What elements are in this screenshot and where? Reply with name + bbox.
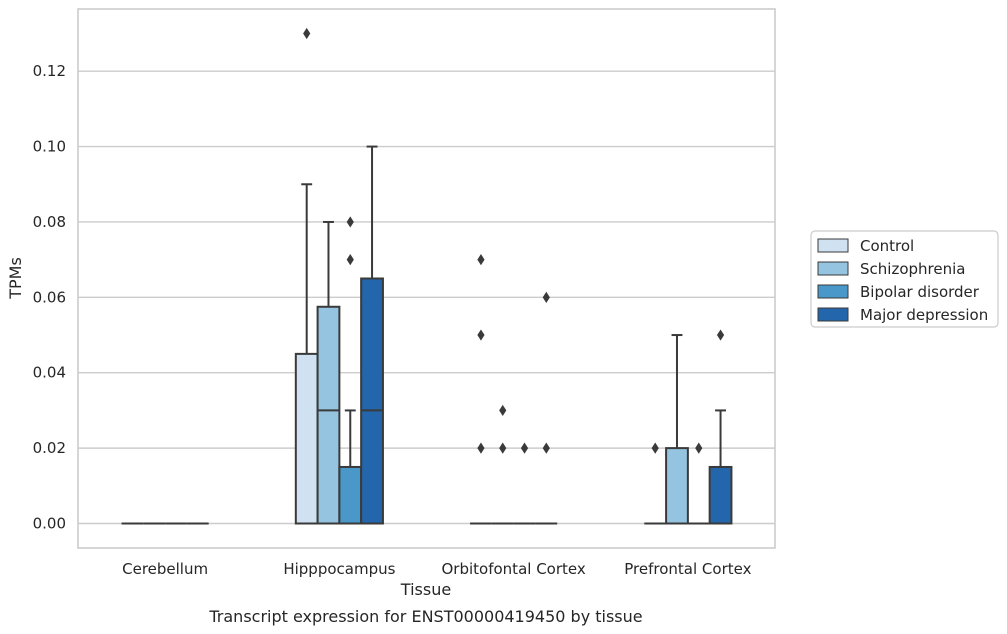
y-tick-labels: 0.00 0.02 0.04 0.06 0.08 0.10 0.12 bbox=[33, 62, 66, 532]
y-tick-label: 0.08 bbox=[33, 213, 66, 231]
box-schizophrenia bbox=[665, 334, 689, 525]
y-tick-label: 0.10 bbox=[33, 138, 66, 156]
y-axis-label: TPMs bbox=[6, 257, 25, 300]
box-control bbox=[294, 27, 319, 525]
outlier-point bbox=[520, 442, 529, 454]
outlier-point bbox=[499, 404, 507, 417]
grid-lines bbox=[78, 70, 775, 525]
legend-label: Bipolar disorder bbox=[860, 283, 980, 301]
outlier-point bbox=[346, 254, 354, 266]
outlier-point bbox=[542, 442, 550, 454]
outlier-point bbox=[542, 291, 550, 303]
y-tick-label: 0.06 bbox=[33, 288, 66, 306]
x-tick-labels: Cerebellum Hipppocampus Orbitofontal Corte… bbox=[122, 560, 751, 578]
box-bipolar bbox=[338, 216, 363, 525]
legend-swatch bbox=[817, 238, 849, 253]
outlier-point bbox=[695, 442, 703, 454]
legend-label: Control bbox=[860, 237, 914, 255]
box bbox=[294, 352, 319, 525]
legend-frame bbox=[810, 230, 999, 328]
box-bipolar bbox=[513, 442, 536, 525]
box bbox=[665, 447, 689, 525]
box bbox=[316, 305, 341, 525]
outlier-point bbox=[716, 329, 725, 341]
x-tick-label: Orbitofontal Cortex bbox=[442, 560, 586, 578]
y-tick-label: 0.04 bbox=[33, 364, 66, 382]
legend: Control Schizophrenia Bipolar disorder Majo… bbox=[810, 230, 999, 328]
box-bipolar bbox=[687, 442, 710, 525]
box-depression bbox=[708, 329, 733, 525]
box bbox=[338, 465, 363, 525]
outlier-point bbox=[651, 442, 659, 454]
box-schizophrenia bbox=[491, 404, 514, 525]
y-tick-label: 0.02 bbox=[33, 439, 66, 457]
box-schizophrenia bbox=[316, 220, 341, 525]
outlier-point bbox=[477, 442, 485, 454]
box bbox=[360, 277, 384, 525]
outlier-point bbox=[346, 216, 354, 228]
legend-label: Schizophrenia bbox=[860, 260, 965, 278]
chart-title: Transcript expression for ENST0000041945… bbox=[208, 607, 642, 626]
plot-area bbox=[121, 27, 733, 525]
x-tick-label: Cerebellum bbox=[122, 560, 208, 578]
box bbox=[708, 465, 733, 525]
box-depression bbox=[535, 291, 558, 525]
y-tick-label: 0.12 bbox=[33, 62, 66, 80]
legend-label: Major depression bbox=[860, 306, 988, 324]
x-axis-label: Tissue bbox=[400, 580, 451, 599]
x-tick-label: Prefrontal Cortex bbox=[624, 560, 751, 578]
outlier-point bbox=[499, 442, 507, 454]
legend-swatch bbox=[817, 284, 849, 299]
box-control bbox=[470, 254, 492, 525]
y-tick-label: 0.00 bbox=[33, 515, 66, 533]
x-tick-label: Hipppocampus bbox=[283, 560, 395, 578]
outlier-point bbox=[477, 329, 485, 341]
outlier-point bbox=[477, 254, 485, 266]
plot-frame bbox=[77, 8, 776, 549]
box-depression bbox=[360, 145, 384, 525]
legend-swatch bbox=[817, 261, 849, 276]
outlier-point bbox=[303, 27, 311, 40]
legend-swatch bbox=[817, 307, 849, 322]
box-control bbox=[644, 442, 667, 525]
